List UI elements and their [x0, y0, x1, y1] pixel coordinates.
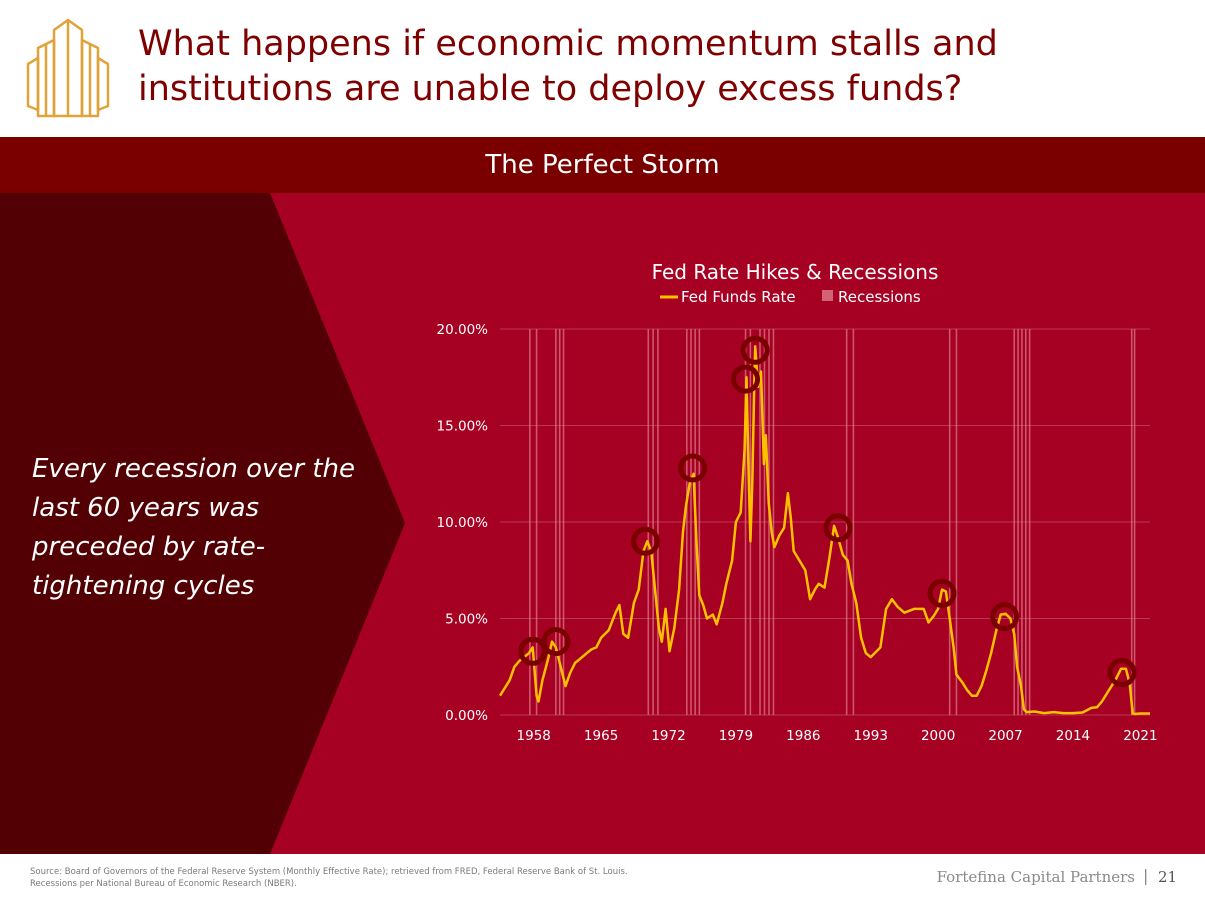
x-tick-label: 1979 [719, 728, 753, 744]
hike-marker [541, 627, 571, 657]
x-tick-label: 2014 [1056, 728, 1090, 744]
y-axis-ticks: 0.00% 5.00% 10.00% 15.00% 20.00% [437, 322, 489, 724]
callout-text: Every recession over the last 60 years w… [32, 454, 356, 601]
x-tick-label: 1965 [584, 728, 618, 744]
legend-label-rate: Fed Funds Rate [681, 288, 796, 306]
x-tick-label: 1993 [854, 728, 888, 744]
legend-swatch-recession [822, 290, 833, 301]
x-tick-label: 2021 [1123, 728, 1157, 744]
legend-label-recessions: Recessions [838, 288, 921, 306]
hike-marker [731, 364, 761, 394]
company-logo [26, 18, 110, 118]
fed-funds-line [498, 345, 1150, 716]
section-banner: The Perfect Storm [0, 137, 1205, 193]
hike-marker [740, 335, 770, 365]
slide-header: What happens if economic momentum stalls… [0, 0, 1205, 137]
hike-marker [1107, 658, 1137, 688]
hike-marker [518, 636, 548, 666]
hike-marker [823, 513, 853, 543]
fed-rate-chart: Fed Rate Hikes & Recessions Fed Funds Ra… [437, 260, 1158, 744]
page-number: 21 [1158, 868, 1178, 886]
hike-markers [518, 335, 1137, 688]
x-axis-ticks: 1958 1965 1972 1979 1986 1993 2000 2007 2014 2021 [517, 728, 1158, 744]
hike-marker [927, 578, 957, 608]
source-line-2: Recessions per National Bureau of Econom… [30, 879, 297, 889]
y-tick-label: 20.00% [437, 322, 489, 338]
x-tick-label: 2007 [988, 728, 1022, 744]
hike-marker [990, 602, 1020, 632]
y-tick-label: 5.00% [445, 612, 488, 628]
footer-divider: | [1143, 866, 1149, 885]
chart-legend: Fed Funds Rate Recessions [660, 288, 921, 306]
rate-series [498, 345, 1150, 716]
x-tick-label: 1972 [651, 728, 685, 744]
page-title: What happens if economic momentum stalls… [138, 24, 998, 109]
x-tick-label: 2000 [921, 728, 955, 744]
y-tick-label: 0.00% [445, 708, 488, 724]
footer [0, 854, 1205, 903]
hike-marker [678, 453, 708, 483]
y-tick-label: 10.00% [437, 515, 489, 531]
source-line-1: Source: Board of Governors of the Federa… [30, 867, 628, 877]
chart-title: Fed Rate Hikes & Recessions [652, 260, 939, 284]
hike-marker [630, 526, 660, 556]
chevron-shape [0, 193, 405, 854]
source-note: Source: Board of Governors of the Federa… [30, 866, 790, 890]
x-tick-label: 1986 [786, 728, 820, 744]
brand-name: Fortefina Capital Partners [936, 868, 1135, 886]
x-tick-label: 1958 [517, 728, 551, 744]
y-tick-label: 15.00% [437, 419, 489, 435]
